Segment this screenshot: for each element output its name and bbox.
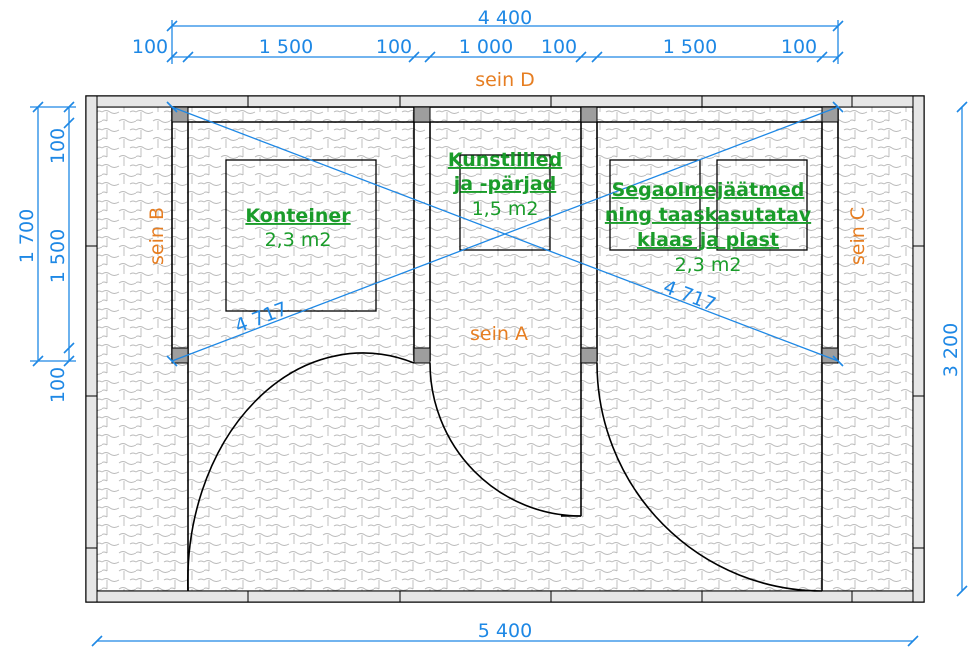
- dimension-segment: 1 500: [47, 229, 69, 283]
- dimension-total-top: 4 400: [478, 7, 532, 29]
- room-title: Segaolmejäätmed: [612, 179, 805, 201]
- room-title: klaas ja plast: [637, 229, 779, 251]
- dimension-segment: 1 500: [259, 36, 313, 58]
- post: [580, 106, 598, 123]
- container-box: [609, 159, 701, 251]
- post: [413, 347, 431, 364]
- dimension-right: 3 200: [940, 323, 962, 377]
- dimension-segment: 1 000: [459, 36, 513, 58]
- dimension-total-left: 1 700: [16, 209, 38, 263]
- room-area: 2,3 m2: [265, 229, 332, 251]
- wall-label-a: sein A: [470, 323, 528, 345]
- top-dimensions: 4 400 100 1 500 100 1 000 100 1 500 100: [132, 7, 844, 64]
- paving-area: [86, 96, 924, 602]
- door-swings: [187, 352, 823, 592]
- dimension-segment: 100: [47, 128, 69, 164]
- dimension-segment: 100: [781, 36, 817, 58]
- room-title: Kunstlilled: [448, 149, 562, 171]
- post: [413, 106, 431, 123]
- left-dimensions: 1 700 100 1 500 100: [16, 101, 76, 403]
- wall-label-b: sein B: [146, 207, 168, 265]
- room-title: ja -pärjad: [453, 173, 557, 195]
- container-box: [225, 159, 377, 312]
- post: [821, 106, 839, 123]
- wall-label-d: sein D: [475, 69, 535, 91]
- dimension-segment: 1 500: [663, 36, 717, 58]
- dimension-segment: 100: [47, 367, 69, 403]
- container-box: [459, 154, 551, 251]
- dimension-segment: 100: [376, 36, 412, 58]
- room-area: 2,3 m2: [675, 254, 742, 276]
- dimension-bottom: 5 400: [478, 620, 532, 642]
- dimension-segment: 100: [541, 36, 577, 58]
- container-box: [716, 159, 808, 251]
- diagonal-line: [171, 106, 839, 362]
- room-title: Konteiner: [245, 205, 351, 227]
- room-area: 1,5 m2: [472, 198, 539, 220]
- wall-label-c: sein C: [847, 207, 869, 265]
- room-title: ning taaskasutatav: [605, 204, 812, 226]
- right-dimension: 3 200: [940, 101, 968, 597]
- dimension-segment: 100: [132, 36, 168, 58]
- post: [580, 347, 598, 364]
- bottom-dimension: 5 400: [91, 620, 919, 647]
